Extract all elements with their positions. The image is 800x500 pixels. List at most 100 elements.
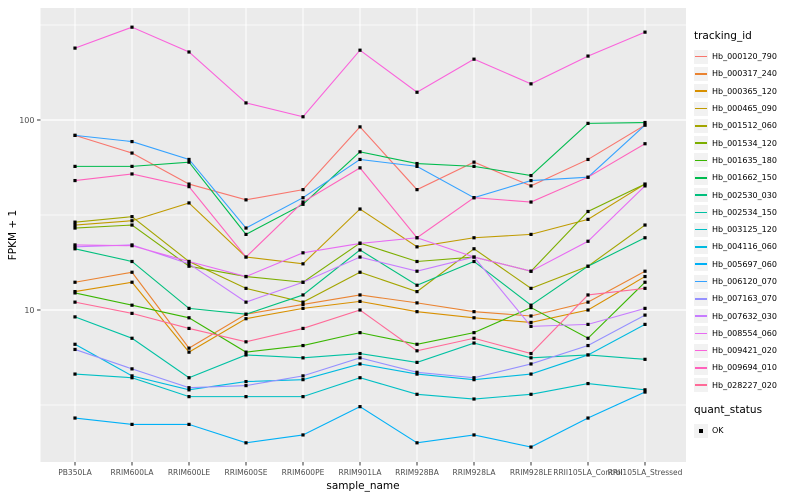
data-point: [415, 245, 419, 249]
data-point: [130, 374, 134, 378]
data-point: [586, 343, 590, 348]
quant-status-entry: OK: [694, 422, 798, 439]
data-point: [415, 370, 419, 374]
legend-entry: Hb_007632_030: [694, 307, 798, 324]
data-point: [529, 445, 533, 449]
legend-entry: Hb_000120_790: [694, 48, 798, 65]
data-point: [529, 178, 533, 183]
data-point: [586, 381, 590, 386]
x-tick-label: RRIM600LE: [168, 468, 211, 477]
data-point: [187, 306, 191, 310]
data-point: [472, 341, 476, 345]
legend-entry-label: Hb_000317_240: [712, 69, 777, 79]
data-point: [529, 200, 533, 204]
x-tick-label: RRIM928LE: [510, 468, 553, 477]
data-point: [187, 160, 191, 164]
data-point: [415, 349, 419, 353]
data-point: [358, 150, 362, 154]
data-point: [643, 322, 647, 326]
data-point: [187, 262, 191, 266]
data-point: [586, 353, 590, 357]
data-point: [472, 57, 476, 61]
data-point: [586, 157, 590, 162]
data-point: [301, 356, 305, 360]
legend-entry-label: Hb_009421_020: [712, 346, 777, 356]
data-point: [244, 226, 248, 230]
data-point: [244, 340, 248, 344]
data-point: [244, 274, 248, 279]
legend-color-line-icon: [695, 246, 707, 248]
data-point: [130, 164, 134, 168]
data-point: [529, 232, 533, 236]
legend-entry-label: Hb_000365_120: [712, 86, 777, 96]
legend-key: [694, 205, 708, 220]
legend-entry-label: Hb_008554_060: [712, 328, 777, 338]
data-point: [472, 331, 476, 335]
data-point: [586, 336, 590, 340]
data-point: [358, 331, 362, 335]
legend-entry-label: Hb_000465_090: [712, 104, 777, 114]
data-point: [244, 441, 248, 445]
data-point: [415, 164, 419, 168]
data-point: [301, 251, 305, 255]
data-point: [358, 376, 362, 380]
legend-color-line-icon: [695, 142, 707, 144]
legend-key: [694, 170, 708, 185]
legend-entry: Hb_001635_180: [694, 152, 798, 169]
data-point: [358, 48, 362, 52]
data-point: [73, 416, 77, 420]
data-point: [472, 236, 476, 240]
data-point: [130, 259, 134, 264]
data-point: [301, 196, 305, 200]
data-point: [586, 264, 590, 268]
data-point: [301, 188, 305, 192]
data-point: [130, 376, 134, 380]
data-point: [415, 259, 419, 264]
data-point: [301, 293, 305, 297]
data-point: [73, 226, 77, 230]
data-point: [643, 223, 647, 227]
data-point: [643, 30, 647, 34]
data-point: [415, 441, 419, 445]
data-point: [358, 308, 362, 312]
data-point: [472, 316, 476, 320]
legend-color-line-icon: [695, 90, 707, 93]
data-point: [472, 376, 476, 380]
data-point: [358, 405, 362, 409]
legend-color-line-icon: [695, 332, 707, 335]
data-point: [301, 262, 305, 266]
data-point: [187, 395, 191, 399]
data-point: [472, 397, 476, 401]
data-point: [301, 343, 305, 348]
data-point: [244, 198, 248, 202]
legend-entry: Hb_001662_150: [694, 169, 798, 186]
data-point: [472, 196, 476, 200]
data-point: [472, 255, 476, 259]
data-point: [586, 121, 590, 125]
legend-entry: Hb_000365_120: [694, 83, 798, 100]
data-point: [529, 351, 533, 356]
legend-color-line-icon: [695, 228, 707, 231]
data-point: [358, 207, 362, 211]
legend-entry: Hb_000465_090: [694, 100, 798, 117]
data-point: [529, 184, 533, 188]
data-point: [73, 223, 77, 227]
data-point: [529, 324, 533, 328]
data-point: [415, 283, 419, 287]
data-point: [358, 255, 362, 259]
legend-color-line-icon: [695, 280, 707, 283]
data-point: [358, 356, 362, 360]
data-point: [73, 247, 77, 251]
data-point: [529, 320, 533, 325]
data-point: [244, 384, 248, 388]
data-point: [529, 286, 533, 290]
data-point: [301, 302, 305, 307]
data-point: [415, 90, 419, 94]
data-point: [415, 289, 419, 294]
data-point: [130, 311, 134, 315]
data-point: [130, 172, 134, 176]
data-point: [586, 54, 590, 58]
data-point: [643, 182, 647, 186]
legend-entry: Hb_009694_010: [694, 359, 798, 376]
